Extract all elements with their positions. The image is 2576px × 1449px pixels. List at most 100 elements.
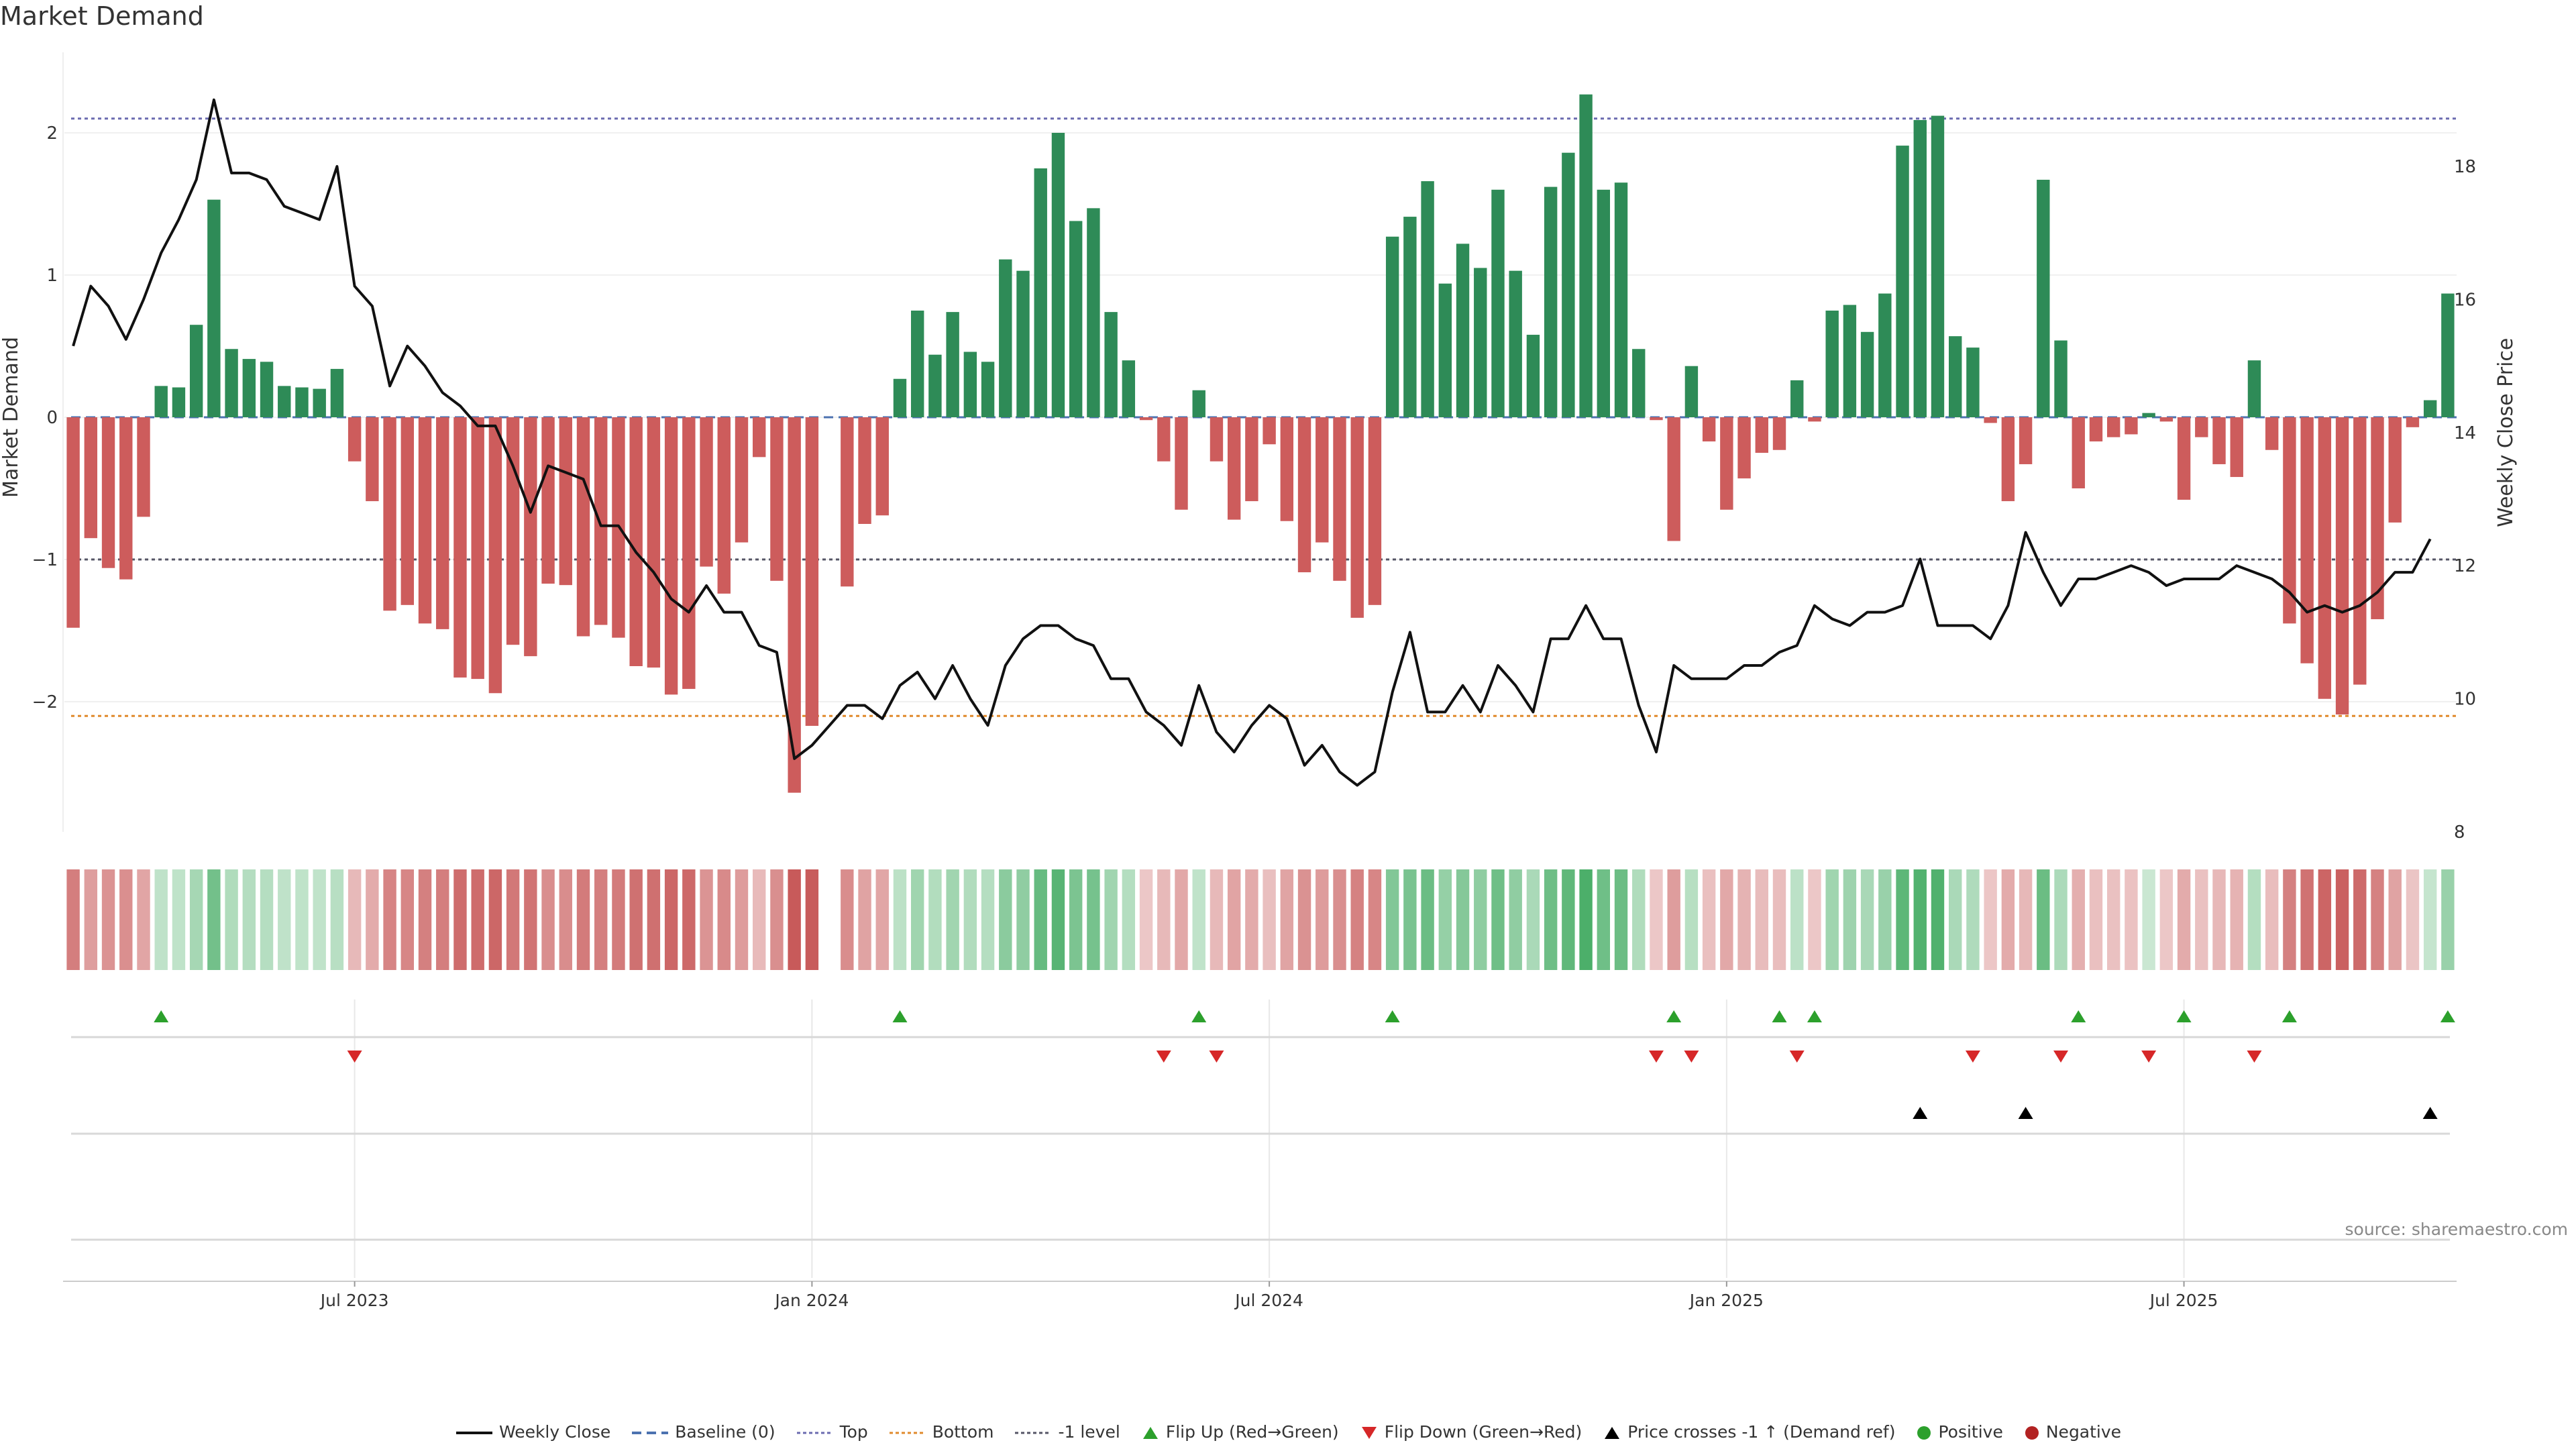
heat-cell — [1175, 869, 1188, 970]
positive-bar — [1509, 270, 1522, 417]
positive-bar — [1878, 293, 1892, 417]
negative-bar — [1368, 417, 1382, 605]
legend-item-cross: Price crosses -1 ↑ (Demand ref) — [1602, 1422, 1895, 1442]
negative-bar — [700, 417, 713, 567]
price-cross-marker — [2422, 1107, 2438, 1119]
heat-cell — [1438, 869, 1452, 970]
negative-bar — [137, 417, 150, 517]
heat-cell — [770, 869, 784, 970]
heat-cell — [172, 869, 186, 970]
negative-bar — [2353, 417, 2367, 685]
negative-bar — [2159, 417, 2174, 422]
negative-bar — [2212, 417, 2226, 464]
negative-bar — [366, 417, 379, 502]
heat-cell — [1702, 869, 1716, 970]
legend-label: Flip Down (Green→Red) — [1384, 1421, 1582, 1442]
heat-cell — [999, 869, 1012, 970]
negative-bar — [2125, 417, 2138, 435]
flip-down-marker — [1965, 1051, 1980, 1063]
chart-title: Market Demand — [0, 1, 204, 31]
negative-bar — [1720, 417, 1733, 510]
negative-bar — [2072, 417, 2085, 488]
negative-bar — [541, 417, 555, 584]
heat-cell — [946, 869, 959, 970]
negative-bar — [488, 417, 502, 694]
heat-cell — [154, 869, 168, 970]
legend-label: Positive — [1938, 1421, 2003, 1442]
heat-cell — [66, 869, 80, 970]
heat-cell — [1737, 869, 1751, 970]
heat-cell — [436, 869, 449, 970]
y2-tick-label: 10 — [2454, 690, 2476, 710]
positive-bar — [1526, 335, 1540, 417]
flip-down-marker — [2141, 1051, 2157, 1063]
heat-cell — [1491, 869, 1505, 970]
reference-lines — [71, 117, 2457, 717]
heat-cell — [753, 869, 766, 970]
negative-bar — [418, 417, 432, 624]
heat-cell — [735, 869, 749, 970]
heat-cell — [488, 869, 502, 970]
negative-bar — [1157, 417, 1171, 462]
heat-cell — [1016, 869, 1030, 970]
heat-cell — [1720, 869, 1733, 970]
positive-bar — [1122, 360, 1136, 417]
flip-up-marker — [2282, 1010, 2297, 1022]
chart-legend: Weekly Close Baseline (0) Top Bottom -1 leve… — [0, 1421, 2576, 1442]
heat-cell — [1878, 869, 1892, 970]
heat-cell — [1333, 869, 1346, 970]
negative-bar — [1316, 417, 1329, 543]
heat-cell — [1896, 869, 1909, 970]
heat-cell — [1597, 869, 1611, 970]
heat-cell — [2177, 869, 2191, 970]
y2-tick-label: 18 — [2454, 157, 2476, 177]
heat-cell — [1966, 869, 1980, 970]
heat-cell — [664, 869, 678, 970]
negative-bar — [2089, 417, 2103, 442]
negative-bar — [2265, 417, 2279, 450]
grid-lines — [64, 132, 2457, 1278]
positive-bar — [1860, 331, 1874, 417]
y-tick-label: 0 — [46, 408, 58, 428]
negative-bar — [347, 417, 362, 462]
negative-bar — [594, 417, 608, 625]
positive-bar — [1087, 208, 1100, 417]
negative-bar — [576, 417, 590, 637]
y-tick-label: −2 — [32, 692, 58, 712]
positive-bar — [1491, 189, 1505, 417]
heat-cell — [2019, 869, 2033, 970]
negative-bar — [1210, 417, 1224, 462]
heat-cell — [2388, 869, 2402, 970]
heat-cell — [2283, 869, 2296, 970]
event-markers — [71, 1010, 2455, 1241]
heat-cell — [1843, 869, 1857, 970]
heat-cell — [647, 869, 661, 970]
negative-bar — [471, 417, 484, 680]
heat-cell — [2265, 869, 2279, 970]
heat-cell — [805, 869, 819, 970]
heat-cell — [2406, 869, 2420, 970]
positive-bar — [946, 312, 959, 417]
heat-cell — [1192, 869, 1205, 970]
y2-tick-label: 12 — [2454, 556, 2476, 576]
positive-bar — [1562, 152, 1575, 417]
y2-tick-label: 16 — [2454, 290, 2476, 310]
heat-cell — [875, 869, 889, 970]
negative-bar — [1667, 417, 1680, 541]
positive-bar — [2054, 340, 2068, 417]
heat-cell — [893, 869, 907, 970]
negative-bar — [664, 417, 678, 695]
x-tick-label: Jul 2024 — [1234, 1291, 1303, 1310]
positive-bar — [1474, 268, 1487, 417]
heat-cell — [1245, 869, 1258, 970]
heat-cell — [2159, 869, 2174, 970]
heat-cell — [330, 869, 344, 970]
positive-bar — [260, 362, 274, 417]
legend-item-top: Top — [796, 1422, 868, 1442]
heat-cell — [858, 869, 871, 970]
negative-bar — [1227, 417, 1241, 520]
legend-label: Price crosses -1 ↑ (Demand ref) — [1627, 1421, 1896, 1442]
heat-cell — [1210, 869, 1224, 970]
negative-bar — [453, 417, 467, 678]
positive-bar — [1913, 119, 1927, 418]
